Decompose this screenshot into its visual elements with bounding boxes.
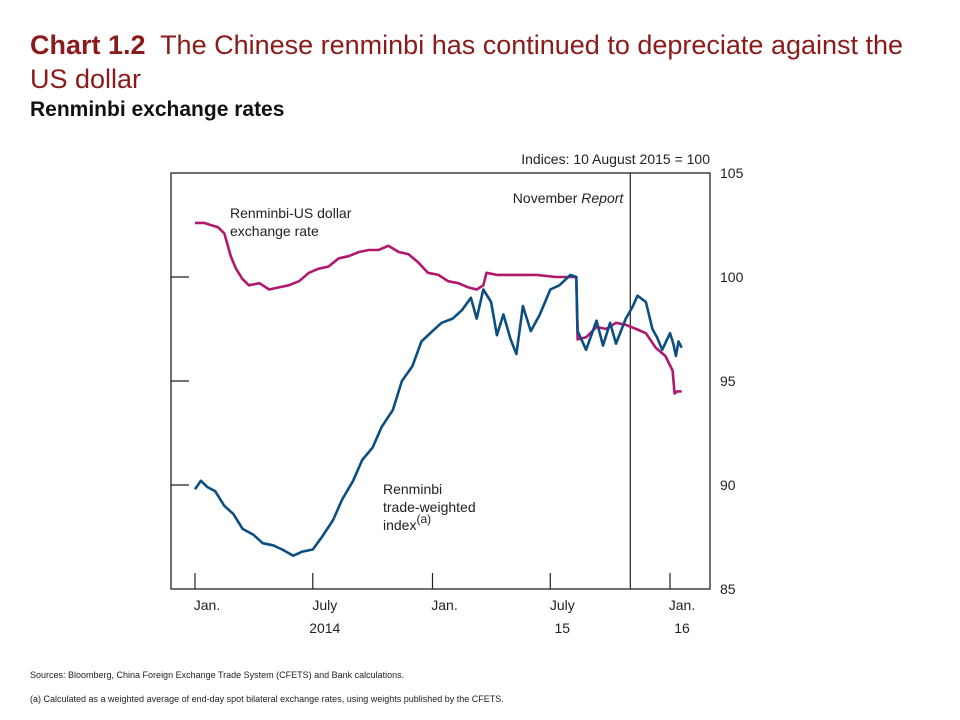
title-block: Chart 1.2 The Chinese renminbi has conti… — [30, 28, 940, 124]
footnotes: Sources: Bloomberg, China Foreign Exchan… — [30, 670, 940, 718]
usd-series-label: Renminbi-US dollar exchange rate — [230, 205, 352, 239]
x-year-label: 15 — [554, 620, 570, 636]
x-tick-label: July — [312, 597, 337, 613]
twi-line — [193, 273, 683, 557]
x-tick-label: Jan. — [669, 597, 695, 613]
chart-title: Chart 1.2 The Chinese renminbi has conti… — [30, 28, 940, 96]
x-tick-label: Jan. — [431, 597, 457, 613]
chart-number: Chart 1.2 — [30, 30, 146, 60]
footnote-a: (a) Calculated as a weighted average of … — [30, 694, 504, 704]
november-report-label: November Report — [513, 190, 625, 206]
x-year-label: 16 — [674, 620, 690, 636]
x-year-label: 2014 — [309, 620, 340, 636]
x-tick-label: July — [550, 597, 575, 613]
series-labels: Renminbi-US dollar exchange rate Renminbi t… — [230, 205, 476, 533]
series-lines — [193, 221, 683, 557]
y-tick-label: 90 — [720, 477, 736, 493]
x-tick-label: Jan. — [194, 597, 220, 613]
reference-lines: November Report — [513, 173, 631, 589]
sources-note: Sources: Bloomberg, China Foreign Exchan… — [30, 670, 405, 680]
chart-title-text: The Chinese renminbi has continued to de… — [30, 30, 904, 94]
y-tick-label: 100 — [720, 269, 744, 285]
units-label: Indices: 10 August 2015 = 100 — [521, 151, 710, 167]
y-tick-label: 85 — [720, 581, 736, 597]
y-tick-label: 95 — [720, 373, 736, 389]
x-axis: Jan. July 2014 Jan. July 15 Jan. 16 — [194, 573, 695, 636]
twi-series-label: Renminbi trade-weighted index(a) — [383, 481, 476, 533]
y-axis: 105 100 95 90 85 — [171, 165, 744, 597]
usd-rate-line — [195, 221, 682, 395]
chart-subtitle: Renminbi exchange rates — [30, 98, 285, 121]
y-tick-label: 105 — [720, 165, 744, 181]
